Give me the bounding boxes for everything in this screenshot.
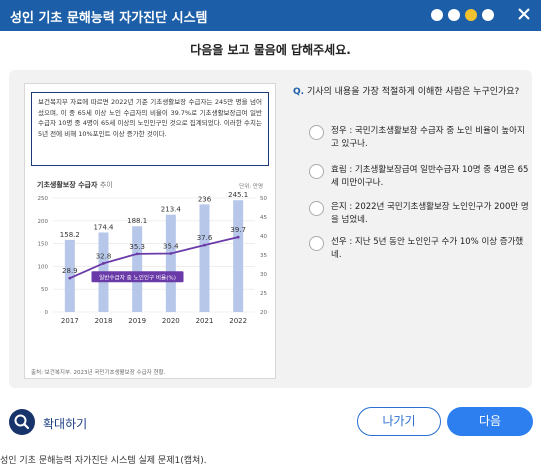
- y-left-tick-label: 250: [38, 196, 49, 202]
- line-point: [102, 261, 105, 265]
- progress-dot: [448, 9, 460, 21]
- zoom-button-label[interactable]: 확대하기: [43, 417, 88, 431]
- option-label: 효림 : 기초생활보장급여 일반수급자 10명 중 4명은 65세 미만이구나.: [331, 165, 529, 188]
- bar-value-label: 174.4: [93, 223, 114, 231]
- x-tick-label: 2020: [162, 317, 180, 325]
- bar-value-label: 188.1: [127, 217, 147, 225]
- bar: [132, 226, 143, 312]
- line-value-label: 32.8: [96, 252, 112, 260]
- y-left-tick-label: 0: [45, 310, 49, 316]
- figure-caption: 성인 기초 문해능력 자가진단 시스템 실제 문제1(캡쳐).: [0, 456, 207, 466]
- y-left-tick-label: 200: [38, 219, 49, 225]
- option-4[interactable]: 선우 : 지난 5년 동안 노인인구 수가 10% 이상 증가했네.: [309, 236, 529, 266]
- bar: [233, 200, 244, 312]
- bar-value-label: 213.4: [161, 206, 182, 214]
- y-left-tick-label: 50: [41, 287, 48, 293]
- line-series-label: 일반수급자 중 노인인구 비율(%): [99, 273, 176, 281]
- radio-button[interactable]: [309, 125, 324, 140]
- question-body: 기사의 내용을 가장 적절하게 이해한 사람은 누구인가요?: [306, 87, 520, 97]
- radio-button[interactable]: [309, 236, 324, 251]
- y-left-tick-label: 150: [38, 242, 49, 248]
- window-title: 성인 기초 문해능력 자가진단 시스템: [10, 11, 208, 26]
- y-right-tick-label: 50: [260, 196, 267, 202]
- passage-box: 보건복지부 자료에 따르면 2022년 기준 기초생활보장 수급자는 245만 …: [31, 92, 269, 166]
- chart-title-suffix: 추이: [99, 181, 113, 189]
- option-label: 정우 : 국민기초생활보장 수급자 중 노인 비율이 높아지고 있구나.: [331, 126, 525, 149]
- progress-dot: [431, 9, 443, 21]
- y-right-tick-label: 25: [260, 291, 267, 297]
- bar: [165, 214, 176, 312]
- chart-title-main: 기초생활보장 수급자: [37, 181, 98, 189]
- line-point: [68, 276, 72, 280]
- bar: [64, 239, 75, 312]
- bar: [199, 204, 210, 312]
- line-value-label: 35.4: [163, 242, 179, 250]
- chart-unit: 단위: 만명: [239, 184, 263, 190]
- line-value-label: 35.3: [129, 243, 145, 251]
- line-point: [236, 235, 240, 239]
- instruction-text: 다음을 보고 물음에 답해주세요.: [190, 43, 351, 57]
- radio-button[interactable]: [309, 164, 324, 179]
- line-point: [203, 243, 206, 247]
- close-icon[interactable]: [516, 6, 532, 22]
- x-tick-label: 2018: [95, 317, 113, 325]
- line-point: [135, 252, 139, 256]
- line-series: [69, 236, 239, 280]
- bar-value-label: 245.1: [228, 191, 248, 199]
- chart-title: 기초생활보장 수급자 추이: [37, 180, 113, 190]
- progress-dot-current: [465, 9, 477, 21]
- y-right-tick-label: 35: [260, 253, 267, 259]
- next-button[interactable]: 다음: [447, 407, 533, 436]
- x-tick-label: 2022: [229, 317, 247, 325]
- option-1[interactable]: 정우 : 국민기초생활보장 수급자 중 노인 비율이 높아지고 있구나.: [309, 125, 529, 155]
- passage-text: 보건복지부 자료에 따르면 2022년 기준 기초생활보장 수급자는 245만 …: [38, 98, 262, 138]
- y-right-tick-label: 40: [260, 234, 267, 240]
- bar-line-chart: 0 50 100 150 200 250 20 25 30 35 40 45 50 158.2 2017 17…: [38, 191, 268, 325]
- zoom-icon[interactable]: [9, 409, 35, 435]
- radio-button[interactable]: [309, 201, 324, 216]
- x-tick-label: 2019: [128, 317, 146, 325]
- y-right-tick-label: 30: [260, 272, 267, 278]
- bar-value-label: 158.2: [60, 231, 80, 239]
- option-2[interactable]: 효림 : 기초생활보장급여 일반수급자 10명 중 4명은 65세 미만이구나.: [309, 164, 529, 194]
- line-value-label: 37.6: [197, 234, 213, 242]
- y-right-tick-label: 20: [260, 310, 267, 316]
- line-value-label: 39.7: [230, 226, 246, 234]
- progress-dot: [482, 9, 494, 21]
- x-tick-label: 2021: [196, 317, 214, 325]
- question-panel: 보건복지부 자료에 따르면 2022년 기준 기초생활보장 수급자는 245만 …: [9, 70, 532, 388]
- x-tick-label: 2017: [61, 317, 79, 325]
- line-point: [169, 252, 173, 255]
- title-bar: 성인 기초 문해능력 자가진단 시스템: [0, 0, 541, 31]
- chart-source: 출처: 보건복지부. 2023년 국민기초생활보장 수급자 현황.: [31, 370, 166, 376]
- exit-button[interactable]: 나가기: [357, 407, 441, 436]
- line-series-label-box: [91, 271, 184, 283]
- bar-value-label: 236: [198, 195, 212, 203]
- option-3[interactable]: 은지 : 2022년 국민기초생활보장 노인인구가 200만 명을 넘었네.: [309, 201, 529, 231]
- reading-card: 보건복지부 자료에 따르면 2022년 기준 기초생활보장 수급자는 245만 …: [24, 83, 276, 379]
- option-label: 은지 : 2022년 국민기초생활보장 노인인구가 200만 명을 넘었네.: [331, 202, 529, 225]
- question-prefix: Q.: [293, 87, 305, 97]
- line-value-label: 28.9: [62, 267, 78, 275]
- y-left-tick-label: 100: [38, 264, 49, 270]
- question-text: Q. 기사의 내용을 가장 적절하게 이해한 사람은 누구인가요?: [293, 86, 528, 99]
- option-label: 선우 : 지난 5년 동안 노인인구 수가 10% 이상 증가했네.: [331, 237, 524, 260]
- y-right-tick-label: 45: [260, 215, 267, 221]
